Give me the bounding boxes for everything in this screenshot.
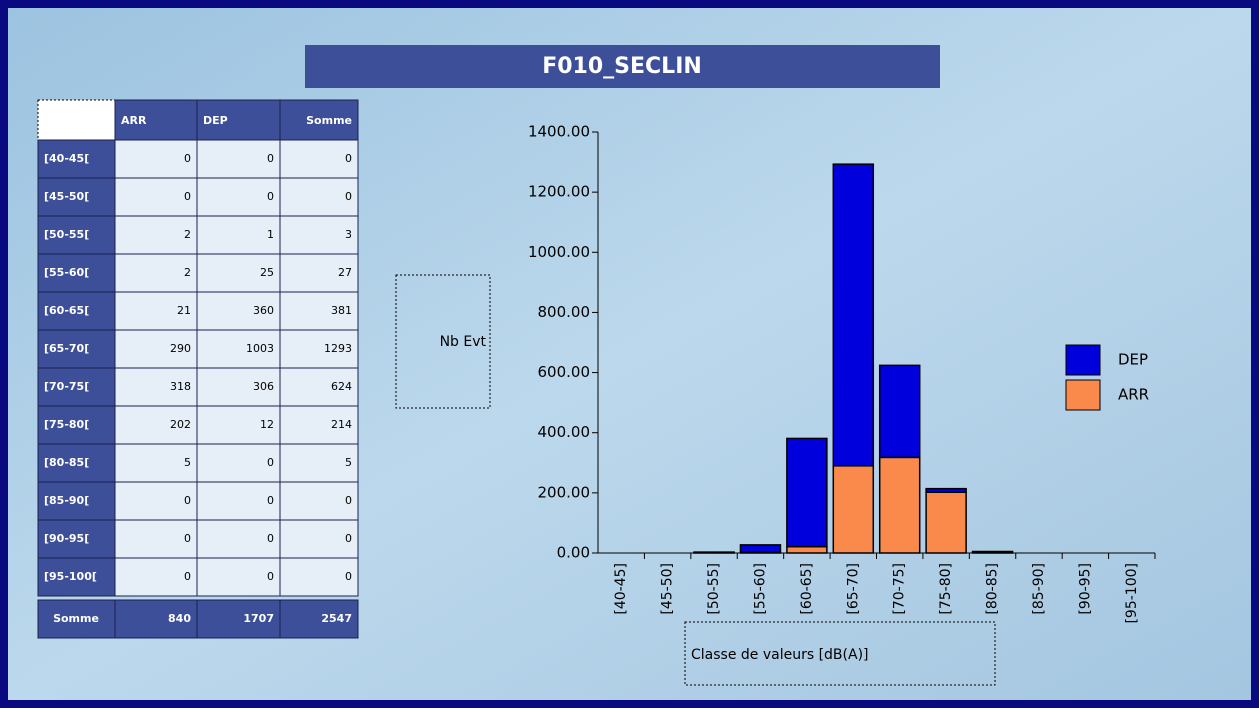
bar-segment	[833, 164, 873, 466]
x-tick-label: [70-75]	[892, 563, 908, 615]
y-tick-label: 0.00	[557, 544, 590, 562]
header-text: ARR	[121, 114, 147, 127]
cell-text: 840	[168, 612, 191, 625]
cell-text: 318	[170, 380, 191, 393]
cell-text: 0	[345, 190, 352, 203]
x-tick-label: [95-100]	[1124, 563, 1140, 624]
cell-text: 214	[331, 418, 352, 431]
x-tick-label: [45-50]	[660, 563, 676, 615]
cell-text: 27	[338, 266, 352, 279]
bar-segment	[926, 492, 966, 553]
cell-text: 202	[170, 418, 191, 431]
y-tick-label: 400.00	[538, 423, 591, 441]
cell-text: 624	[331, 380, 352, 393]
bar-segment	[880, 457, 920, 553]
cell-text: 0	[184, 532, 191, 545]
y-tick-label: 800.00	[538, 303, 591, 321]
x-tick-label: [65-70]	[845, 563, 861, 615]
cell-text: 0	[345, 532, 352, 545]
row-label: [75-80[	[44, 418, 89, 431]
row-label: [55-60[	[44, 266, 89, 279]
x-tick-label: [75-80]	[938, 563, 954, 615]
header-text: Somme	[306, 114, 352, 127]
cell-text: 25	[260, 266, 274, 279]
legend-label: ARR	[1118, 386, 1149, 404]
x-tick-label: [55-60]	[752, 563, 768, 615]
bar-segment	[833, 466, 873, 553]
cell-text: 1	[267, 228, 274, 241]
row-label: [80-85[	[44, 456, 89, 469]
cell-text: 1293	[324, 342, 352, 355]
y-axis-label: Nb Evt	[440, 334, 487, 350]
table-corner	[38, 100, 115, 140]
row-label: [95-100[	[44, 570, 97, 583]
cell-text: 3	[345, 228, 352, 241]
bar-segment	[787, 438, 827, 546]
bar-segment	[973, 551, 1013, 553]
cell-text: 381	[331, 304, 352, 317]
cell-text: 0	[184, 570, 191, 583]
cell-text: 0	[267, 190, 274, 203]
cell-text: 0	[184, 190, 191, 203]
row-label: [45-50[	[44, 190, 89, 203]
cell-text: 2547	[321, 612, 352, 625]
cell-text: 2	[184, 266, 191, 279]
cell-text: 306	[253, 380, 274, 393]
cell-text: 0	[267, 152, 274, 165]
x-tick-label: [90-95]	[1077, 563, 1093, 615]
y-tick-label: 1000.00	[528, 243, 590, 261]
bar-segment	[880, 365, 920, 457]
cell-text: 0	[345, 152, 352, 165]
cell-text: 5	[345, 456, 352, 469]
bar-segment	[926, 489, 966, 493]
cell-text: 1707	[243, 612, 274, 625]
row-label: [40-45[	[44, 152, 89, 165]
row-label: [60-65[	[44, 304, 89, 317]
row-label: [65-70[	[44, 342, 89, 355]
row-label: [50-55[	[44, 228, 89, 241]
cell-text: 290	[170, 342, 191, 355]
cell-text: 0	[184, 494, 191, 507]
x-tick-label: [50-55]	[706, 563, 722, 615]
y-tick-label: 1400.00	[528, 123, 590, 141]
cell-text: 5	[184, 456, 191, 469]
cell-text: 2	[184, 228, 191, 241]
row-label: [90-95[	[44, 532, 89, 545]
x-tick-label: [80-85]	[985, 563, 1001, 615]
legend-swatch	[1066, 345, 1100, 375]
cell-text: 0	[345, 570, 352, 583]
cell-text: 0	[267, 494, 274, 507]
x-tick-label: [60-65]	[799, 563, 815, 615]
bar-segment	[740, 545, 780, 553]
legend-label: DEP	[1118, 351, 1148, 369]
cell-text: 0	[267, 532, 274, 545]
row-label: [70-75[	[44, 380, 89, 393]
row-label: [85-90[	[44, 494, 89, 507]
chart-title: F010_SECLIN	[542, 54, 702, 79]
y-tick-label: 200.00	[538, 483, 591, 501]
y-tick-label: 1200.00	[528, 183, 590, 201]
cell-text: 12	[260, 418, 274, 431]
y-tick-label: 600.00	[538, 363, 591, 381]
cell-text: 0	[184, 152, 191, 165]
cell-text: 0	[267, 570, 274, 583]
bar-segment	[787, 547, 827, 553]
cell-text: 0	[345, 494, 352, 507]
cell-text: 1003	[246, 342, 274, 355]
cell-text: 21	[177, 304, 191, 317]
row-label: Somme	[53, 612, 99, 625]
header-text: DEP	[203, 114, 228, 127]
x-axis-label: Classe de valeurs [dB(A)]	[691, 647, 869, 663]
legend-swatch	[1066, 380, 1100, 410]
x-tick-label: [85-90]	[1031, 563, 1047, 615]
cell-text: 360	[253, 304, 274, 317]
x-tick-label: [40-45]	[613, 563, 629, 615]
cell-text: 0	[267, 456, 274, 469]
